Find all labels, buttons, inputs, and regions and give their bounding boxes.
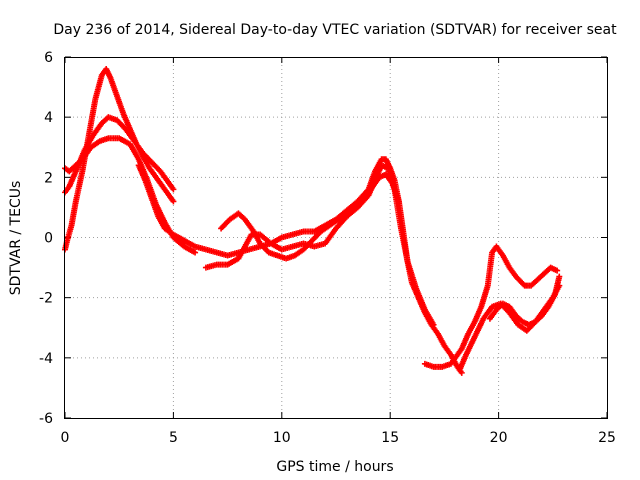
y-tick-label: 6 bbox=[44, 50, 53, 66]
y-tick-label: 0 bbox=[44, 231, 53, 247]
x-tick-label: 25 bbox=[598, 430, 616, 446]
chart-title: Day 236 of 2014, Sidereal Day-to-day VTE… bbox=[53, 22, 617, 38]
series-track-g bbox=[421, 243, 561, 370]
x-tick-label: 15 bbox=[381, 430, 399, 446]
series-track-f bbox=[218, 171, 402, 262]
series-track-i bbox=[486, 273, 563, 328]
series-track-b bbox=[62, 114, 177, 196]
data-point bbox=[430, 321, 437, 328]
y-axis-label: SDTVAR / TECUs bbox=[8, 181, 24, 296]
x-tick-label: 20 bbox=[490, 430, 508, 446]
y-tick-label: 2 bbox=[44, 170, 53, 186]
data-point bbox=[170, 186, 177, 193]
x-tick-label: 10 bbox=[273, 430, 291, 446]
y-tick-label: -6 bbox=[39, 411, 53, 427]
plot-frame bbox=[64, 57, 608, 419]
data-point bbox=[556, 273, 563, 280]
data-series bbox=[62, 66, 563, 376]
x-tick-labels: 0 5 10 15 20 25 bbox=[61, 430, 616, 446]
data-point bbox=[554, 267, 561, 274]
data-point bbox=[192, 249, 199, 256]
y-tick-label: -4 bbox=[39, 351, 53, 367]
y-tick-label: -2 bbox=[39, 291, 53, 307]
data-point bbox=[458, 369, 465, 376]
series-track-d bbox=[135, 156, 465, 376]
x-tick-label: 0 bbox=[61, 430, 70, 446]
series-track-e bbox=[202, 162, 437, 328]
x-tick-label: 5 bbox=[169, 430, 178, 446]
y-tick-labels: -6 -4 -2 0 2 4 6 bbox=[39, 50, 53, 427]
data-point bbox=[395, 198, 402, 205]
x-axis-label: GPS time / hours bbox=[276, 459, 393, 475]
data-point bbox=[170, 198, 177, 205]
grid bbox=[65, 57, 607, 418]
y-tick-label: 4 bbox=[44, 110, 53, 126]
